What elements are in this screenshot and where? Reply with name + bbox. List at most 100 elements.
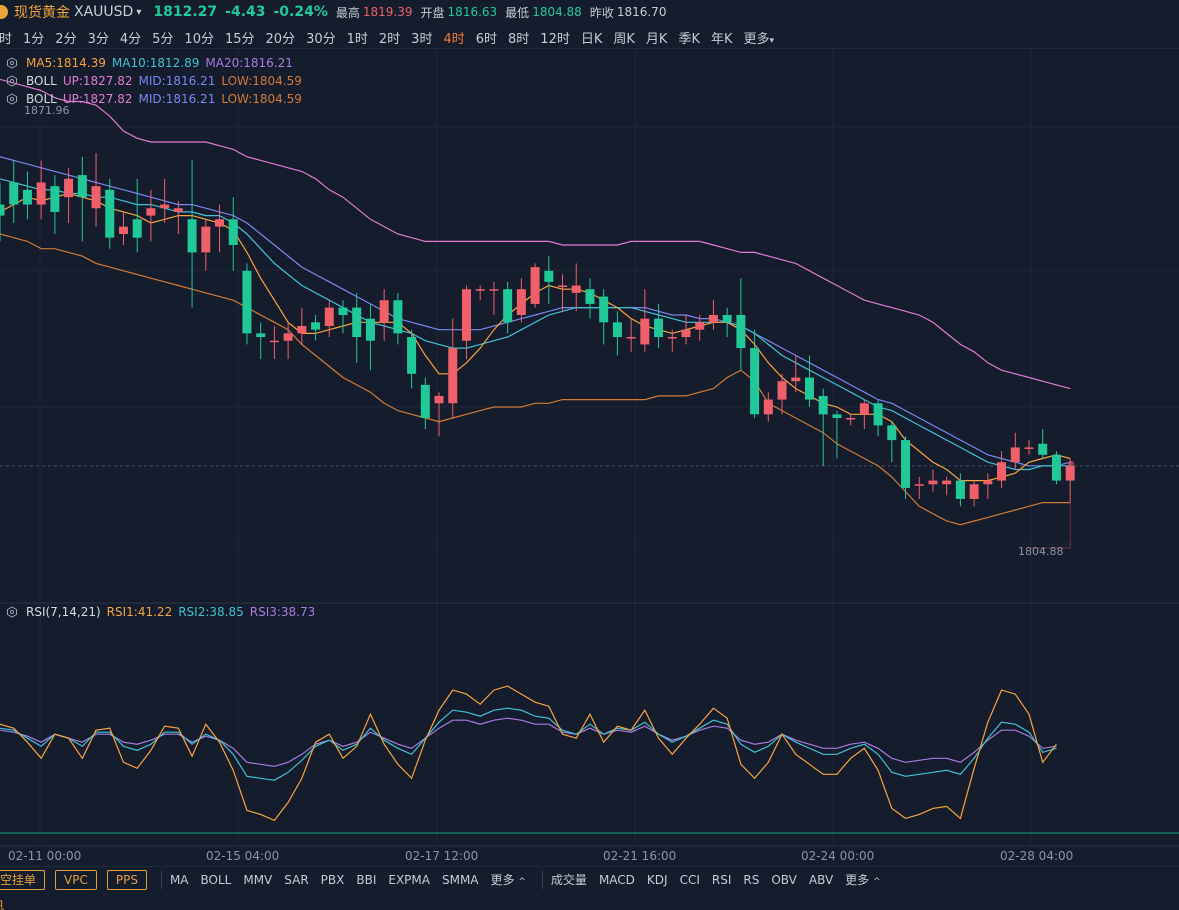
candle-up <box>475 289 485 291</box>
timeframe-tab[interactable]: 2分 <box>55 31 77 47</box>
candle-down <box>750 348 760 415</box>
candle-up <box>448 348 458 404</box>
candle-down <box>228 219 238 246</box>
main-indicator-ma[interactable]: MA <box>169 872 189 887</box>
candle-up <box>571 285 581 293</box>
candle-down <box>22 189 32 205</box>
symbol-dropdown-icon[interactable]: ▾ <box>136 6 142 18</box>
timeframe-tab[interactable]: 月K <box>645 31 668 47</box>
news-label[interactable]: 讯 <box>0 897 4 910</box>
main-indicator-boll[interactable]: BOLL <box>200 872 232 887</box>
settings-hex-icon[interactable] <box>6 606 18 618</box>
vpc-button[interactable]: VPC <box>55 869 97 890</box>
rsi1-value: RSI1:41.22 <box>106 605 173 619</box>
sub-indicator-rsi[interactable]: RSI <box>711 872 732 887</box>
timeframe-tab[interactable]: 4分 <box>119 31 142 47</box>
ma20-value: MA20:1816.21 <box>205 56 293 70</box>
sub-indicator-kdj[interactable]: KDJ <box>646 872 668 887</box>
timeframe-tab[interactable]: 3分 <box>87 31 109 47</box>
candle-down <box>132 219 142 238</box>
sub-indicator-macd[interactable]: MACD <box>598 872 635 887</box>
timeframe-tab[interactable]: 日K <box>580 31 603 47</box>
main-indicator-sar[interactable]: SAR <box>284 872 309 887</box>
rsi2-line <box>0 707 1057 781</box>
candle-up <box>160 204 170 209</box>
candle-up <box>269 340 279 343</box>
x-axis-label: 02-24 00:00 <box>801 849 875 863</box>
candle-down <box>0 204 5 216</box>
main-indicator-bbi[interactable]: BBI <box>356 872 377 887</box>
sub-indicator-volume[interactable]: 成交量 <box>550 873 587 887</box>
candle-down <box>9 182 19 205</box>
main-indicator-more-button[interactable]: 更多 ^ <box>490 873 526 887</box>
timeframe-tab[interactable]: 1时 <box>346 31 368 47</box>
sub-indicator-abv[interactable]: ABV <box>808 872 834 887</box>
candle-up <box>942 480 952 485</box>
candle-up <box>36 182 46 205</box>
candle-up <box>859 403 869 415</box>
timeframe-tab[interactable]: 周K <box>613 31 635 47</box>
main-indicator-expma[interactable]: EXPMA <box>388 872 430 887</box>
candle-down <box>736 314 746 349</box>
rsi-name: RSI(7,14,21) <box>26 605 101 619</box>
instrument-title[interactable]: 现货黄金 <box>14 5 70 21</box>
candle-up <box>640 318 650 345</box>
timeframe-tab[interactable]: 季K <box>678 31 700 47</box>
settings-hex-icon[interactable] <box>6 57 18 69</box>
boll-name: BOLL <box>26 92 57 106</box>
timeframe-tab[interactable]: 2时 <box>378 31 401 47</box>
boll-low-value: LOW:1804.59 <box>221 74 302 88</box>
candle-down <box>887 425 897 441</box>
timeframe-tab[interactable]: 1分 <box>23 31 45 47</box>
boll-legend: BOLL UP:1827.82 MID:1816.21 LOW:1804.59 <box>6 74 302 88</box>
pps-button[interactable]: PPS <box>106 869 147 890</box>
timeframe-tab[interactable]: 8时 <box>508 31 530 47</box>
timeframe-tab[interactable]: 30分 <box>306 31 336 47</box>
timeframe-tab[interactable]: 4时 <box>443 31 465 47</box>
timeframe-more-button[interactable]: 更多▾ <box>743 31 775 47</box>
candle-up <box>928 480 938 485</box>
candle-down <box>420 384 430 418</box>
candle-up <box>626 337 636 339</box>
candle-down <box>1038 443 1048 455</box>
sub-indicator-cci[interactable]: CCI <box>679 872 700 887</box>
timeframe-tab[interactable]: 12时 <box>540 31 570 47</box>
sub-indicator-obv[interactable]: OBV <box>771 872 797 887</box>
timeframe-tab[interactable]: 5分 <box>152 31 174 47</box>
price-change: -4.43 <box>225 4 266 20</box>
candle-down <box>77 175 87 198</box>
settings-hex-icon[interactable] <box>6 93 18 105</box>
candle-up <box>461 289 471 341</box>
main-indicator-pbx[interactable]: PBX <box>320 872 345 887</box>
timeframe-tab[interactable]: 时 <box>0 31 13 47</box>
timeframe-tab[interactable]: 10分 <box>184 31 214 47</box>
instrument-symbol[interactable]: XAUUSD <box>74 4 134 20</box>
candle-down <box>187 219 197 253</box>
order-book-button[interactable]: 多空挂单 <box>0 869 46 890</box>
rsi3-line <box>0 717 1057 767</box>
boll-legend-2: BOLL UP:1827.82 MID:1816.21 LOW:1804.59 <box>6 92 302 106</box>
boll-up-line <box>0 78 1071 390</box>
indicator-bar: 多空挂单 VPC PPS MA BOLL MMV SAR PBX BBI EXP… <box>0 866 1179 892</box>
kline-chart[interactable] <box>0 0 1179 866</box>
timeframe-tab[interactable]: 年K <box>710 31 733 47</box>
timeframe-tab[interactable]: 20分 <box>265 31 296 47</box>
gold-logo-icon <box>0 5 8 19</box>
timeframe-tab[interactable]: 15分 <box>224 31 255 47</box>
chevron-up-icon: ^ <box>518 877 526 887</box>
timeframe-tab[interactable]: 6时 <box>475 31 498 47</box>
timeframe-tab[interactable]: 3时 <box>411 31 433 47</box>
main-indicator-smma[interactable]: SMMA <box>441 872 479 887</box>
x-axis-label: 02-15 04:00 <box>206 849 280 863</box>
main-indicator-mmv[interactable]: MMV <box>243 872 273 887</box>
candle-up <box>530 267 540 304</box>
low-label: 最低 <box>505 5 530 20</box>
sub-indicator-more-button[interactable]: 更多 ^ <box>845 873 881 887</box>
boll-low-value: LOW:1804.59 <box>221 92 302 106</box>
boll-mid-value: MID:1816.21 <box>138 92 216 106</box>
candle-down <box>338 307 348 315</box>
settings-hex-icon[interactable] <box>6 75 18 87</box>
sub-indicator-rs[interactable]: RS <box>743 872 760 887</box>
candle-down <box>818 395 828 415</box>
candle-up <box>1024 447 1034 449</box>
